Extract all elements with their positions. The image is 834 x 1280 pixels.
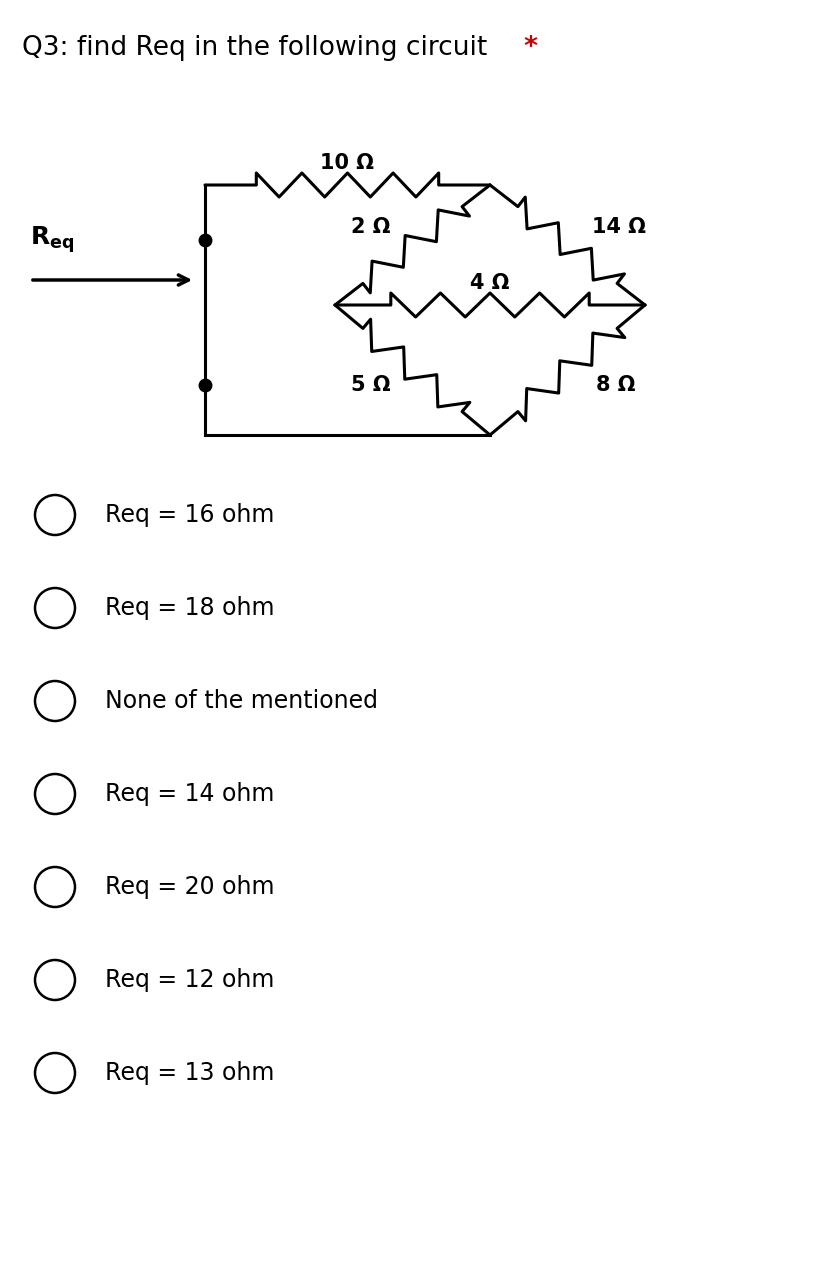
Text: 8 Ω: 8 Ω <box>595 375 636 396</box>
Text: 2 Ω: 2 Ω <box>351 218 390 237</box>
Text: Req = 18 ohm: Req = 18 ohm <box>105 596 274 620</box>
Text: Req = 12 ohm: Req = 12 ohm <box>105 968 274 992</box>
Text: Req = 16 ohm: Req = 16 ohm <box>105 503 274 527</box>
Text: None of the mentioned: None of the mentioned <box>105 689 378 713</box>
Text: Req = 13 ohm: Req = 13 ohm <box>105 1061 274 1085</box>
Text: 4 Ω: 4 Ω <box>470 273 510 293</box>
Text: 14 Ω: 14 Ω <box>592 218 646 237</box>
Text: 10 Ω: 10 Ω <box>320 154 374 173</box>
Text: $\mathbf{R_{eq}}$: $\mathbf{R_{eq}}$ <box>30 225 74 255</box>
Text: Req = 20 ohm: Req = 20 ohm <box>105 876 274 899</box>
Text: Req = 14 ohm: Req = 14 ohm <box>105 782 274 806</box>
Text: *: * <box>515 35 538 61</box>
Text: Q3: find Req in the following circuit: Q3: find Req in the following circuit <box>22 35 487 61</box>
Text: 5 Ω: 5 Ω <box>350 375 390 396</box>
